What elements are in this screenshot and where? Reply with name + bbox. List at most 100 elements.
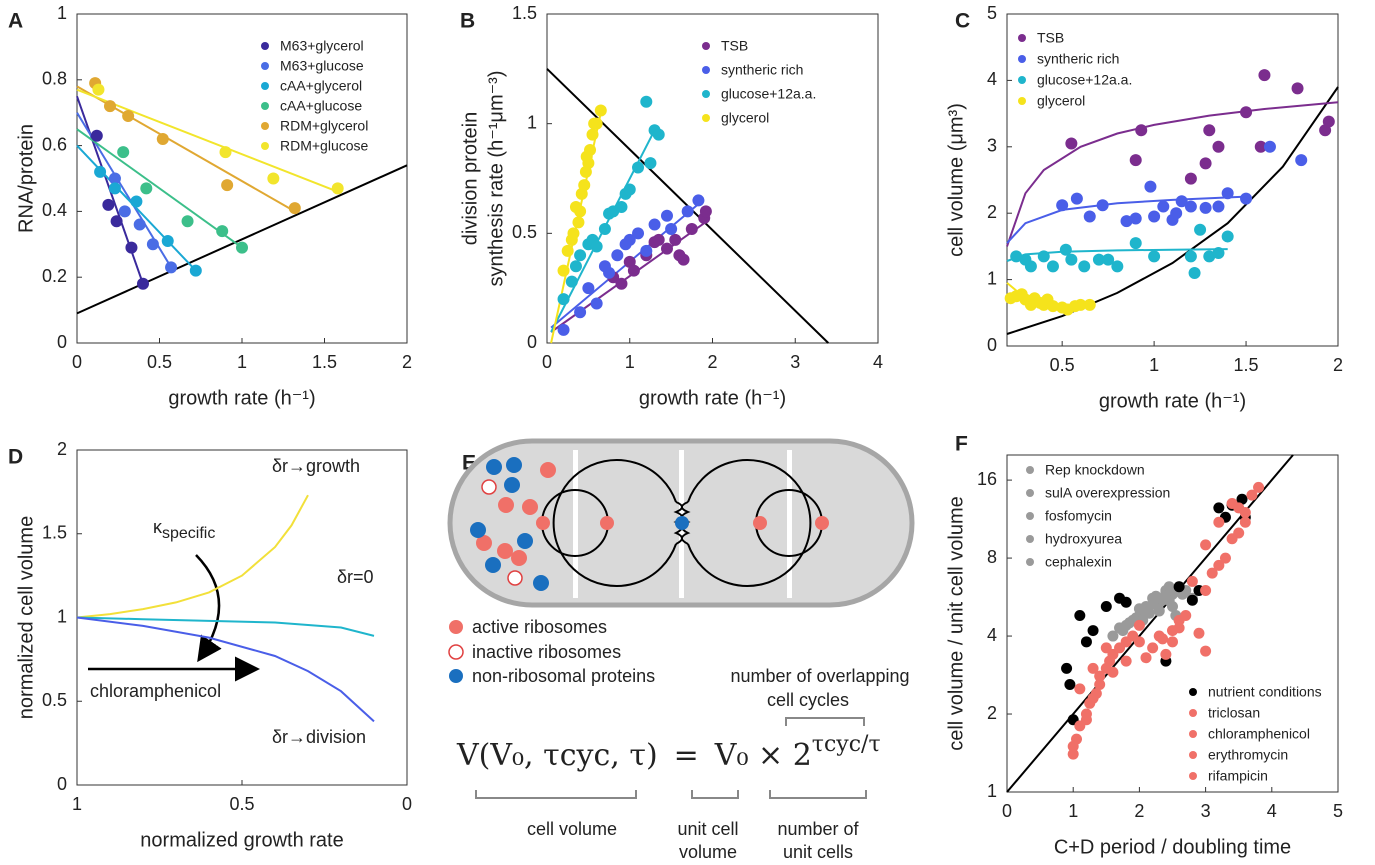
legend-label: Rep knockdown [1045, 462, 1145, 478]
x-axis-label: growth rate (h⁻¹) [168, 387, 315, 409]
point [221, 179, 234, 192]
legend-swatch [1189, 751, 1197, 759]
drug-label: chloramphenicol [90, 681, 221, 701]
point [1173, 622, 1185, 634]
point [685, 222, 698, 235]
point [648, 218, 661, 231]
legend-swatch [449, 669, 463, 683]
point [615, 201, 628, 214]
point [574, 205, 587, 218]
legend-label: fosfomycin [1045, 508, 1112, 524]
point [565, 275, 578, 288]
point [1065, 137, 1078, 150]
point [1173, 581, 1185, 593]
x-tick-label: 1 [625, 352, 635, 372]
y-tick-label: 2 [57, 439, 67, 459]
x-tick-label: 1.5 [1234, 355, 1259, 375]
brace-label: unit cells [783, 842, 853, 862]
point [1074, 610, 1086, 622]
legend-label: cAA+glycerol [280, 78, 362, 94]
point [632, 227, 645, 240]
point [1184, 250, 1197, 263]
point [1157, 200, 1170, 213]
point [94, 165, 107, 178]
x-tick-label: 0 [1002, 801, 1012, 821]
point [1295, 154, 1308, 167]
legend-swatch [1018, 34, 1026, 42]
brace-label: number of [777, 819, 859, 839]
point [1065, 253, 1078, 266]
curve [76, 494, 309, 619]
point [1199, 157, 1212, 170]
point [1153, 605, 1165, 617]
x-tick-label: 4 [873, 352, 883, 372]
point [1200, 539, 1212, 551]
point [1194, 223, 1207, 236]
y-axis-label: RNA/protein [15, 124, 37, 233]
point [572, 216, 585, 229]
point [1184, 200, 1197, 213]
point [1080, 714, 1092, 726]
x-axis-label: normalized growth rate [140, 829, 343, 851]
point [692, 194, 705, 207]
point [1200, 584, 1212, 596]
point [1254, 140, 1267, 153]
point [130, 195, 143, 208]
point [1180, 610, 1192, 622]
y-axis-label: cell volume (μm³) [945, 103, 967, 257]
point [181, 215, 194, 228]
y-tick-label: 0.2 [42, 266, 67, 286]
point [582, 282, 595, 295]
reference-line [1006, 86, 1339, 335]
point [578, 179, 591, 192]
formula-rhs: V₀ × 2 [714, 738, 812, 773]
point [584, 143, 597, 156]
point [1071, 733, 1083, 745]
point [1094, 670, 1106, 682]
legend-label: glucose+12a.a. [721, 86, 816, 102]
curve [76, 616, 375, 637]
x-tick-label: 1 [72, 794, 82, 814]
point [1291, 82, 1304, 95]
point [189, 264, 202, 277]
point [1236, 493, 1248, 505]
point [561, 244, 574, 257]
point [640, 244, 653, 257]
point [1074, 298, 1087, 311]
point [1219, 552, 1231, 564]
point [1024, 260, 1037, 273]
legend-label: cAA+glucose [280, 98, 362, 114]
legend-label: glucose+12a.a. [1037, 72, 1132, 88]
point [110, 215, 123, 228]
x-tick-label: 3 [1201, 801, 1211, 821]
point [1206, 567, 1218, 579]
x-axis-label: growth rate (h⁻¹) [639, 387, 786, 409]
legend-swatch [1026, 512, 1034, 520]
point [1100, 642, 1112, 654]
point [1084, 697, 1096, 709]
x-axis-label: C+D period / doubling time [1054, 836, 1291, 858]
fit-line [76, 128, 243, 249]
legend-label: sulA overexpression [1045, 485, 1170, 501]
point [623, 233, 636, 246]
point [557, 293, 570, 306]
y-tick-label: 1 [987, 781, 997, 801]
kappa: κ [153, 517, 163, 537]
point [1107, 630, 1119, 642]
axes-frame [1006, 454, 1339, 793]
legend-swatch [261, 142, 269, 150]
legend-swatch [449, 620, 463, 634]
point [122, 109, 135, 122]
legend-swatch [1018, 55, 1026, 63]
point [1120, 636, 1132, 648]
point [133, 218, 146, 231]
x-tick-label: 0.5 [229, 794, 254, 814]
x-tick-label: 4 [1267, 801, 1277, 821]
legend-label: nutrient conditions [1208, 684, 1322, 700]
legend-swatch [1189, 709, 1197, 717]
point [677, 253, 690, 266]
x-tick-label: 1 [1149, 355, 1159, 375]
y-tick-label: 4 [987, 625, 997, 645]
point [1117, 625, 1129, 637]
point [632, 161, 645, 174]
